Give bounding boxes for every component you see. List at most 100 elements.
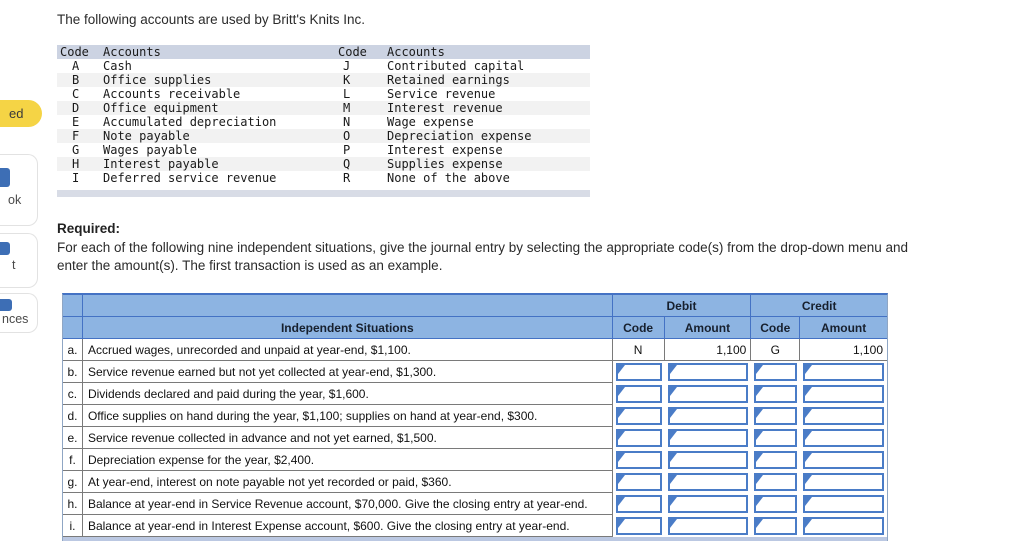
credit-code-dropdown[interactable] — [754, 517, 798, 535]
references-icon — [0, 299, 12, 311]
table-row: H Interest payable Q Supplies expense — [57, 157, 590, 171]
debit-amount-value: 1,100 — [664, 339, 752, 361]
debit-code-dropdown[interactable] — [615, 363, 662, 381]
sidebar-card-ebook[interactable]: ok — [0, 154, 38, 226]
situation-text: Accrued wages, unrecorded and unpaid at … — [82, 339, 613, 361]
row-letter: c. — [63, 383, 83, 405]
debit-amount-input[interactable] — [667, 451, 749, 469]
row-letter: a. — [63, 339, 83, 361]
credit-amount-input[interactable] — [803, 407, 884, 425]
row-letter: g. — [63, 471, 83, 493]
debit-amount-header: Amount — [664, 317, 752, 339]
debit-code-dropdown[interactable] — [615, 495, 662, 513]
debit-code-dropdown[interactable] — [615, 385, 662, 403]
table-row: f. Depreciation expense for the year, $2… — [63, 449, 887, 471]
credit-amount-input[interactable] — [803, 429, 884, 447]
credit-code-dropdown[interactable] — [754, 473, 798, 491]
table-row: D Office equipment M Interest revenue — [57, 101, 590, 115]
credit-amount-input[interactable] — [803, 363, 884, 381]
account-cell: Supplies expense — [387, 157, 503, 171]
credit-amount-input[interactable] — [803, 473, 884, 491]
cell — [751, 405, 801, 427]
account-cell: Wages payable — [103, 143, 197, 157]
row-letter: i. — [63, 515, 83, 537]
code-cell: Q — [343, 157, 351, 171]
row-letter: b. — [63, 361, 83, 383]
cell — [800, 471, 887, 493]
debit-amount-input[interactable] — [667, 429, 749, 447]
required-label: Required: — [57, 221, 121, 236]
account-cell: Deferred service revenue — [103, 171, 277, 185]
ebook-icon — [0, 168, 10, 187]
code-cell: H — [72, 157, 80, 171]
credit-amount-input[interactable] — [803, 517, 884, 535]
credit-code-dropdown[interactable] — [754, 407, 798, 425]
code-cell: G — [72, 143, 80, 157]
code-cell: I — [72, 171, 80, 185]
journal-table-bottom-bar — [63, 537, 887, 541]
credit-code-dropdown[interactable] — [754, 495, 798, 513]
account-cell: Retained earnings — [387, 73, 510, 87]
code-cell: O — [343, 129, 351, 143]
credit-amount-input[interactable] — [803, 495, 884, 513]
debit-code-dropdown[interactable] — [615, 517, 662, 535]
cell — [612, 515, 665, 537]
account-cell: Accounts receivable — [103, 87, 241, 101]
situations-header: Independent Situations — [82, 317, 613, 339]
instructions-text: For each of the following nine independe… — [57, 240, 909, 273]
saved-badge-label: ed — [9, 106, 24, 121]
cell — [612, 405, 665, 427]
cell — [612, 361, 665, 383]
table-row: F Note payable O Depreciation expense — [57, 129, 590, 143]
cell — [664, 361, 752, 383]
situation-text: Office supplies on hand during the year,… — [82, 405, 613, 427]
credit-code-dropdown[interactable] — [754, 385, 798, 403]
sidebar-card-references[interactable]: nces — [0, 293, 38, 333]
accounts-header-code-1: Code — [60, 45, 89, 59]
accounts-code-table: Code Accounts Code Accounts A Cash J Con… — [57, 45, 590, 197]
cell — [612, 493, 665, 515]
account-cell: Office supplies — [103, 73, 212, 87]
debit-amount-input[interactable] — [667, 385, 749, 403]
account-cell: Depreciation expense — [387, 129, 532, 143]
credit-amount-input[interactable] — [803, 451, 884, 469]
table-row: i. Balance at year-end in Interest Expen… — [63, 515, 887, 537]
table-row: b. Service revenue earned but not yet co… — [63, 361, 887, 383]
code-cell: K — [343, 73, 351, 87]
cell — [800, 427, 887, 449]
debit-code-dropdown[interactable] — [615, 407, 662, 425]
saved-badge[interactable]: ed — [0, 100, 42, 127]
accounts-table-bottom-bar — [57, 190, 590, 197]
situation-text: Balance at year-end in Service Revenue a… — [82, 493, 613, 515]
cell — [751, 383, 801, 405]
sidebar-card-print[interactable]: t — [0, 233, 38, 288]
credit-amount-input[interactable] — [803, 385, 884, 403]
accounts-header-accounts-1: Accounts — [103, 45, 161, 59]
account-cell: Interest revenue — [387, 101, 503, 115]
debit-amount-input[interactable] — [667, 517, 749, 535]
sidebar-card-references-label: nces — [2, 312, 29, 326]
code-cell: E — [72, 115, 80, 129]
debit-code-dropdown[interactable] — [615, 473, 662, 491]
debit-amount-input[interactable] — [667, 495, 749, 513]
table-row: d. Office supplies on hand during the ye… — [63, 405, 887, 427]
credit-amount-header: Amount — [800, 317, 887, 339]
cell — [612, 383, 665, 405]
header-spacer — [63, 295, 83, 317]
account-cell: Service revenue — [387, 87, 496, 101]
debit-group-header: Debit — [612, 295, 752, 317]
debit-amount-input[interactable] — [667, 407, 749, 425]
credit-code-dropdown[interactable] — [754, 451, 798, 469]
cell — [800, 405, 887, 427]
sidebar-card-print-label: t — [12, 258, 16, 272]
cell — [664, 427, 752, 449]
debit-amount-input[interactable] — [667, 473, 749, 491]
credit-code-dropdown[interactable] — [754, 363, 798, 381]
cell — [751, 361, 801, 383]
debit-code-value: N — [612, 339, 665, 361]
credit-code-dropdown[interactable] — [754, 429, 798, 447]
debit-code-dropdown[interactable] — [615, 451, 662, 469]
debit-amount-input[interactable] — [667, 363, 749, 381]
debit-code-dropdown[interactable] — [615, 429, 662, 447]
cell — [664, 449, 752, 471]
